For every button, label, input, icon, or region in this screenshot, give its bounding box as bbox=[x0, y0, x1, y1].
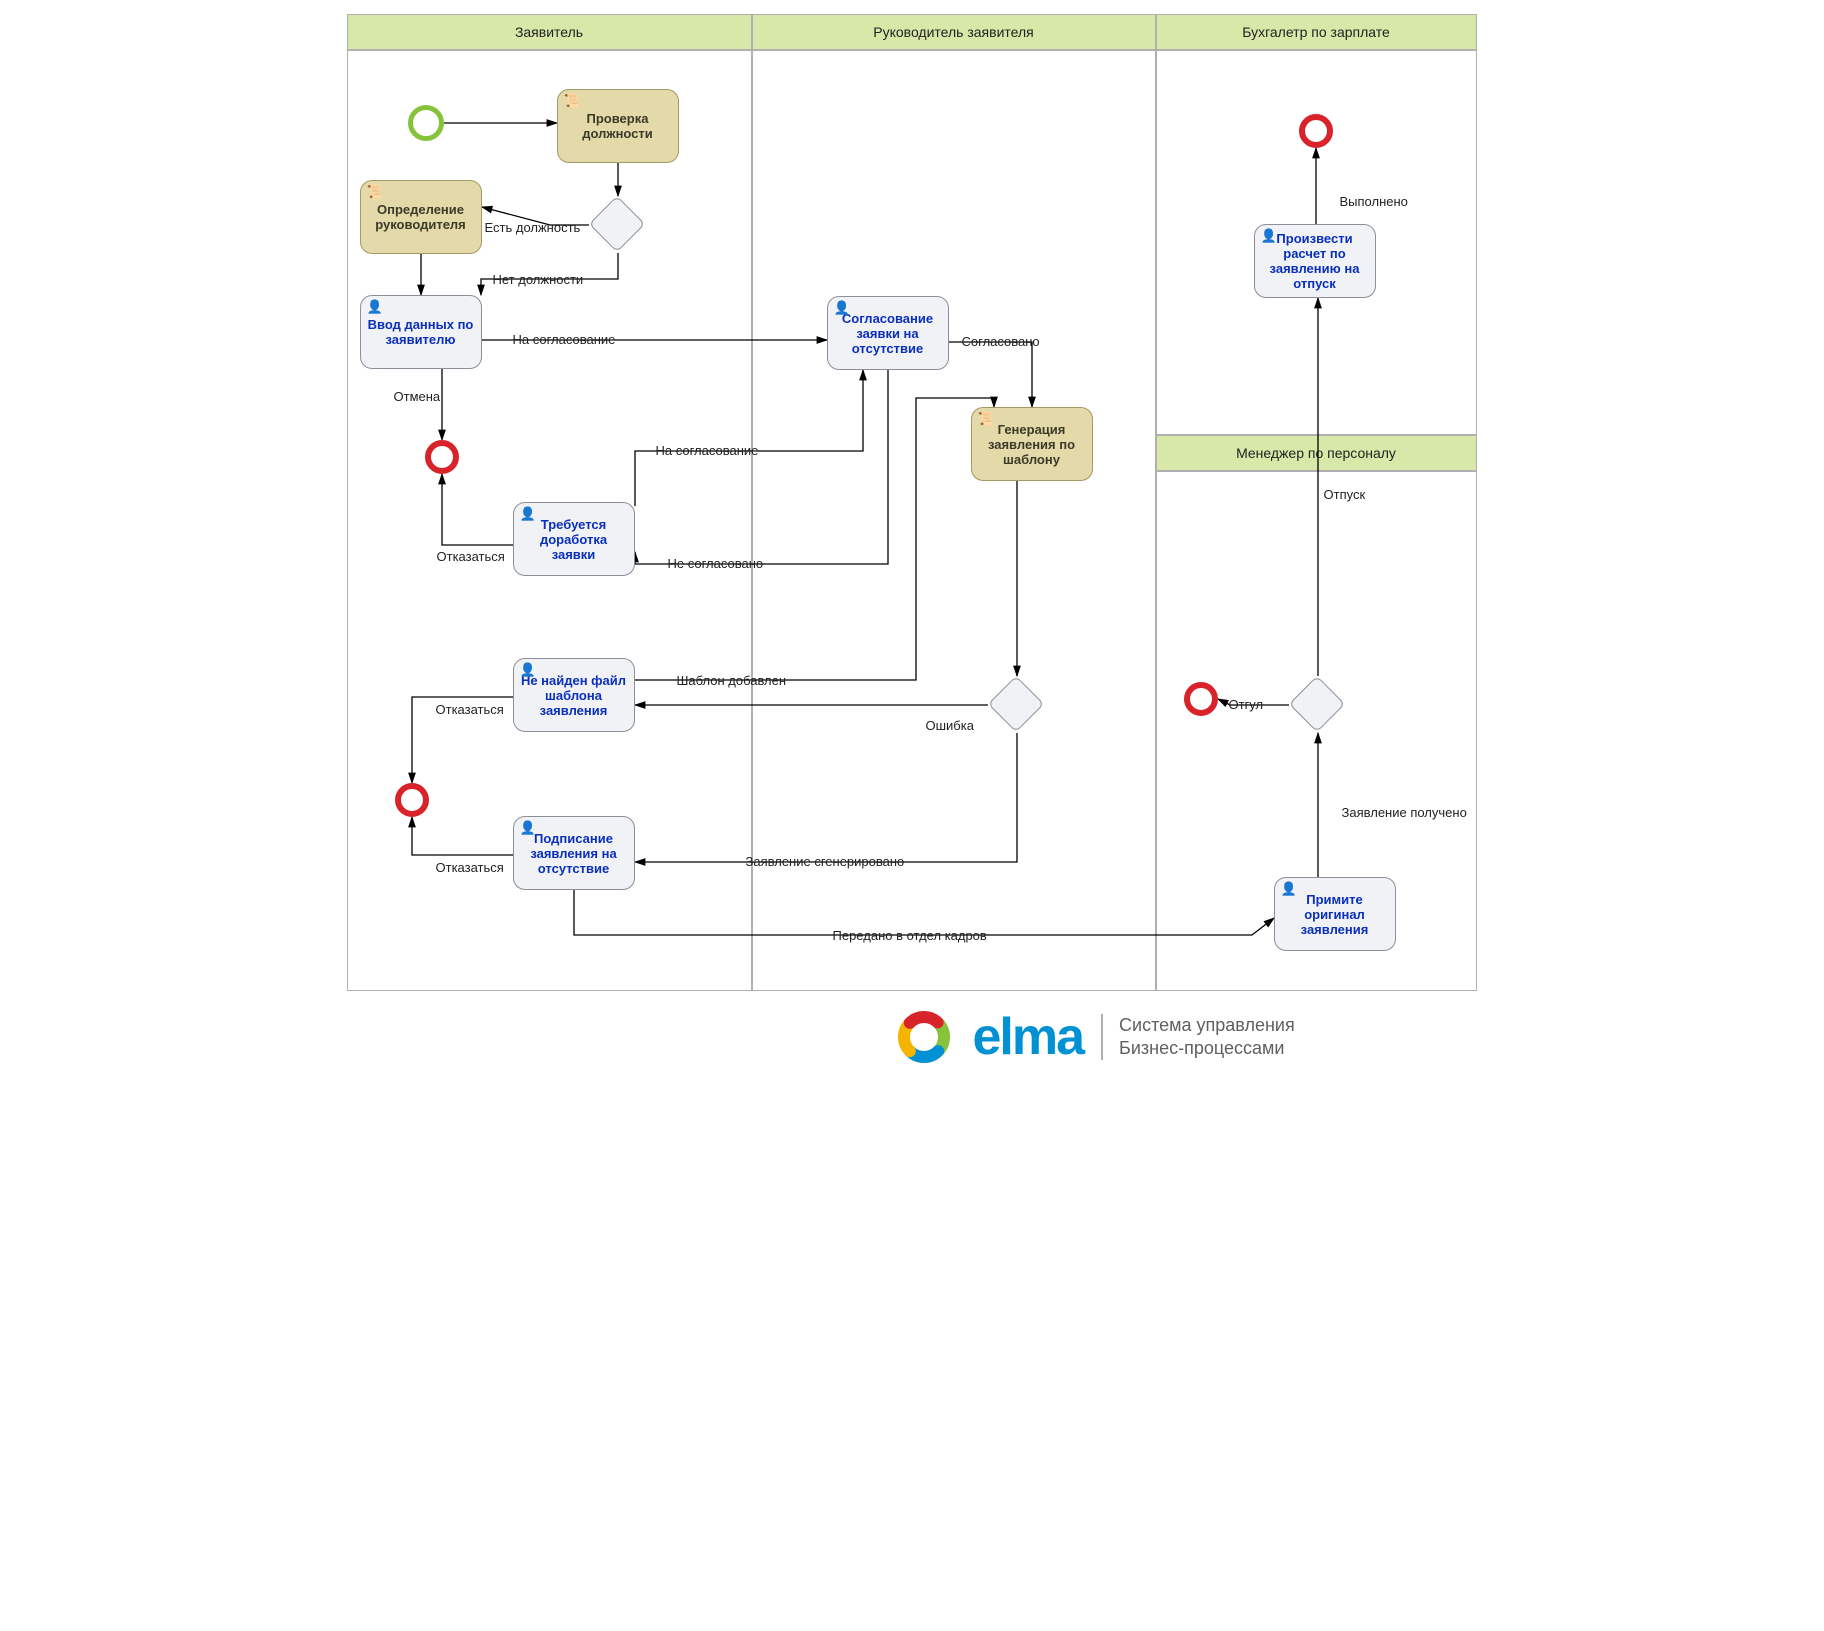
end-event bbox=[425, 440, 459, 474]
user-task: 👤Произвести расчет по заявлению на отпус… bbox=[1254, 224, 1376, 298]
bpmn-diagram: ЗаявительРуководитель заявителяБухгалетр… bbox=[333, 0, 1492, 1092]
end-event bbox=[395, 783, 429, 817]
edge-label: Отказаться bbox=[436, 860, 504, 875]
end-event bbox=[1299, 114, 1333, 148]
task-label: Произвести расчет по заявлению на отпуск bbox=[1261, 231, 1369, 291]
edge-label: Заявление получено bbox=[1342, 805, 1467, 820]
task-label: Ввод данных по заявителю bbox=[367, 317, 475, 347]
task-label: Генерация заявления по шаблону bbox=[978, 422, 1086, 467]
lane-header: Заявитель bbox=[347, 14, 752, 50]
edge-label: Отгул bbox=[1229, 697, 1264, 712]
task-label: Проверка должности bbox=[564, 111, 672, 141]
brand-wordmark: elma bbox=[973, 1007, 1084, 1067]
edge-label: Отказаться bbox=[436, 702, 504, 717]
brand-tagline: Система управленияБизнес-процессами bbox=[1101, 1014, 1295, 1061]
end-event bbox=[1184, 682, 1218, 716]
task-label: Примите оригинал заявления bbox=[1281, 892, 1389, 937]
edge-label: Отказаться bbox=[437, 549, 505, 564]
edge-label: Есть должность bbox=[485, 220, 581, 235]
edge-label: Согласовано bbox=[962, 334, 1040, 349]
user-task: 👤Примите оригинал заявления bbox=[1274, 877, 1396, 951]
task-label: Определение руководителя bbox=[367, 202, 475, 232]
task-label: Подписание заявления на отсутствие bbox=[520, 831, 628, 876]
edge-label: Отпуск bbox=[1324, 487, 1366, 502]
edge-label: Ошибка bbox=[926, 718, 974, 733]
lane-header: Руководитель заявителя bbox=[752, 14, 1156, 50]
user-task: 👤 Ввод данных по заявителю bbox=[360, 295, 482, 369]
script-task: 📜 Определение руководителя bbox=[360, 180, 482, 254]
script-task: 📜Генерация заявления по шаблону bbox=[971, 407, 1093, 481]
person-icon: 👤 bbox=[520, 663, 536, 676]
person-icon: 👤 bbox=[367, 300, 383, 313]
edge-label: Нет должности bbox=[493, 272, 584, 287]
edge-label: Отмена bbox=[394, 389, 441, 404]
lane-body bbox=[752, 50, 1156, 991]
script-task: 📜 Проверка должности bbox=[557, 89, 679, 163]
script-icon: 📜 bbox=[367, 185, 383, 198]
task-label: Требуется доработка заявки bbox=[520, 517, 628, 562]
user-task: 👤Согласование заявки на отсутствие bbox=[827, 296, 949, 370]
edge-label: Передано в отдел кадров bbox=[833, 928, 987, 943]
user-task: 👤Подписание заявления на отсутствие bbox=[513, 816, 635, 890]
person-icon: 👤 bbox=[834, 301, 850, 314]
start-event bbox=[408, 105, 444, 141]
user-task: 👤Требуется доработка заявки bbox=[513, 502, 635, 576]
person-icon: 👤 bbox=[520, 821, 536, 834]
edge-label: Выполнено bbox=[1340, 194, 1408, 209]
lane-header: Менеджер по персоналу bbox=[1156, 435, 1477, 471]
person-icon: 👤 bbox=[1281, 882, 1297, 895]
script-icon: 📜 bbox=[978, 412, 994, 425]
ring-icon bbox=[893, 1006, 955, 1068]
brand-logo: elma Система управленияБизнес-процессами bbox=[893, 1006, 1295, 1068]
edge-label: На согласование bbox=[513, 332, 616, 347]
user-task: 👤Не найден файл шаблона заявления bbox=[513, 658, 635, 732]
edge-label: Заявление сгенерировано bbox=[746, 854, 905, 869]
person-icon: 👤 bbox=[520, 507, 536, 520]
person-icon: 👤 bbox=[1261, 229, 1277, 242]
edge-label: Шаблон добавлен bbox=[677, 673, 787, 688]
lane-header: Бухгалетр по зарплате bbox=[1156, 14, 1477, 50]
task-label: Не найден файл шаблона заявления bbox=[520, 673, 628, 718]
script-icon: 📜 bbox=[564, 94, 580, 107]
edge-label: Не согласовано bbox=[668, 556, 764, 571]
edge-label: На согласование bbox=[656, 443, 759, 458]
task-label: Согласование заявки на отсутствие bbox=[834, 311, 942, 356]
